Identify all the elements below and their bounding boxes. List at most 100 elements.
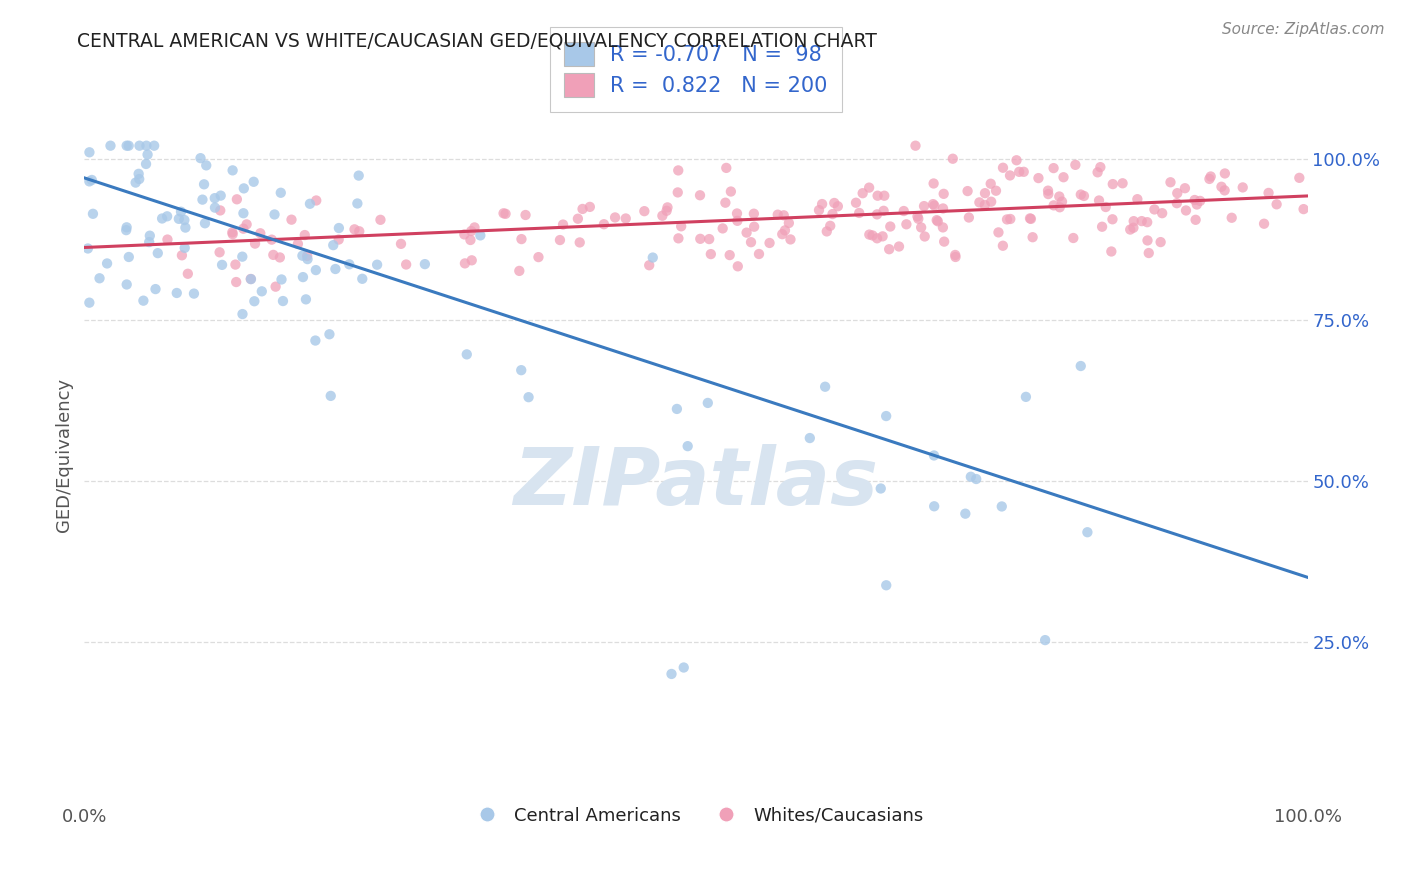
Point [231, 307, 253, 321]
Point [974, 186, 997, 201]
Point [1076, 525, 1098, 540]
Point [294, 228, 316, 243]
Point [956, 184, 979, 198]
Point [1101, 177, 1123, 191]
Point [395, 258, 418, 272]
Point [1175, 203, 1198, 218]
Point [221, 227, 243, 242]
Point [700, 247, 723, 261]
Point [922, 197, 945, 211]
Point [772, 208, 794, 222]
Point [100, 138, 122, 153]
Point [463, 220, 485, 235]
Point [190, 151, 212, 165]
Point [922, 449, 945, 463]
Point [232, 181, 254, 195]
Point [593, 217, 616, 231]
Point [799, 431, 821, 445]
Point [655, 203, 678, 218]
Point [173, 213, 195, 227]
Point [1119, 222, 1142, 236]
Point [912, 199, 935, 213]
Point [128, 167, 150, 181]
Point [249, 227, 271, 241]
Point [96, 256, 118, 270]
Point [1008, 165, 1031, 179]
Point [297, 252, 319, 266]
Point [1036, 184, 1059, 198]
Point [1049, 200, 1071, 214]
Point [1265, 197, 1288, 211]
Point [239, 272, 262, 286]
Text: ZIPatlas: ZIPatlas [513, 443, 879, 522]
Point [269, 251, 291, 265]
Point [343, 222, 366, 236]
Point [287, 236, 309, 251]
Point [132, 293, 155, 308]
Point [1012, 165, 1035, 179]
Point [1050, 194, 1073, 209]
Point [1166, 186, 1188, 201]
Point [672, 660, 695, 674]
Point [1019, 211, 1042, 226]
Point [955, 507, 977, 521]
Point [1143, 202, 1166, 217]
Point [922, 177, 945, 191]
Point [1090, 160, 1112, 174]
Point [174, 220, 197, 235]
Point [1091, 219, 1114, 234]
Point [209, 203, 232, 218]
Point [910, 220, 932, 235]
Point [135, 157, 157, 171]
Point [89, 271, 111, 285]
Point [579, 200, 602, 214]
Point [567, 211, 589, 226]
Point [987, 226, 1010, 240]
Point [980, 177, 1002, 191]
Point [942, 152, 965, 166]
Point [716, 161, 738, 175]
Point [517, 390, 540, 404]
Point [337, 257, 360, 271]
Point [818, 219, 841, 233]
Point [907, 211, 929, 226]
Point [1174, 181, 1197, 195]
Point [76, 242, 98, 256]
Point [866, 231, 889, 245]
Point [136, 147, 159, 161]
Point [875, 409, 897, 423]
Point [1136, 234, 1159, 248]
Point [79, 295, 101, 310]
Point [495, 207, 517, 221]
Point [349, 224, 371, 238]
Point [924, 199, 946, 213]
Point [742, 219, 765, 234]
Point [1099, 244, 1122, 259]
Point [689, 188, 711, 202]
Point [725, 214, 748, 228]
Point [1021, 230, 1043, 244]
Point [770, 227, 793, 242]
Point [1232, 180, 1254, 194]
Point [852, 186, 875, 201]
Point [262, 248, 284, 262]
Point [204, 191, 226, 205]
Point [291, 249, 314, 263]
Point [235, 218, 257, 232]
Point [1088, 194, 1111, 208]
Point [115, 277, 138, 292]
Point [118, 138, 141, 153]
Point [641, 251, 664, 265]
Point [193, 178, 215, 192]
Point [173, 241, 195, 255]
Point [1122, 214, 1144, 228]
Point [167, 211, 190, 226]
Point [221, 163, 243, 178]
Point [170, 248, 193, 262]
Point [808, 203, 831, 218]
Point [145, 282, 167, 296]
Point [957, 211, 980, 225]
Point [873, 188, 896, 202]
Point [875, 578, 897, 592]
Point [773, 223, 796, 237]
